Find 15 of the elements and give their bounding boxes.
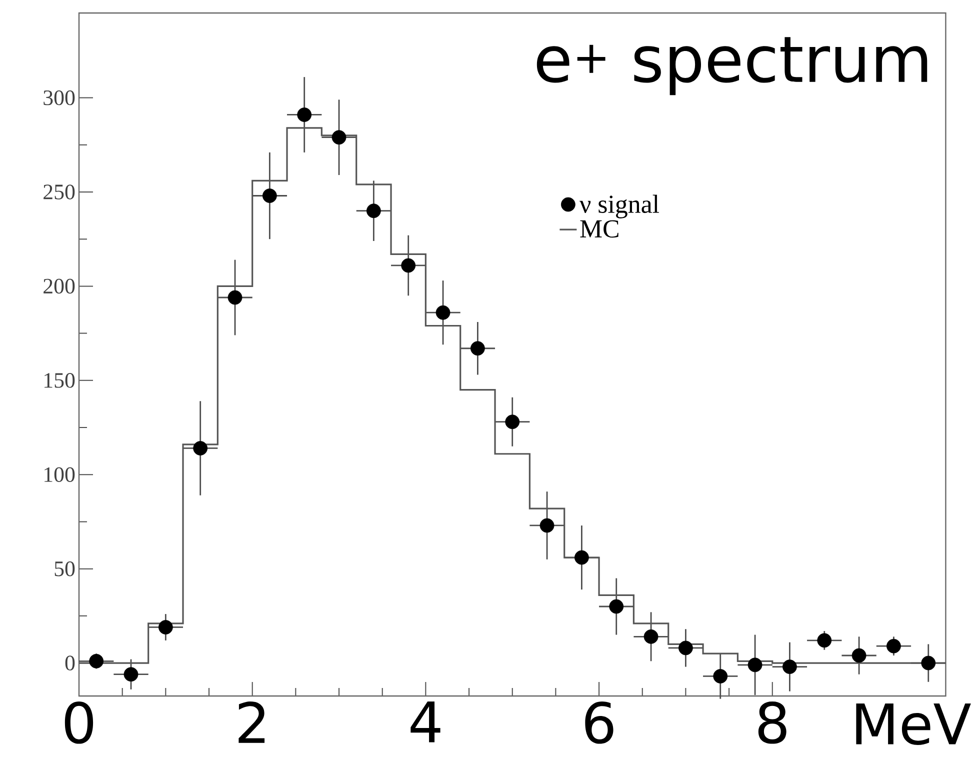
x-tick-label: 8: [758, 702, 786, 744]
y-tick-label: 50: [54, 561, 75, 576]
y-tick-label: 100: [44, 467, 75, 482]
y-tick-label: 250: [44, 184, 75, 200]
x-tick-label: 6: [585, 702, 614, 744]
x-axis-title: MeV: [856, 704, 971, 745]
x-tick-label: 4: [410, 702, 440, 742]
y-tick-label: 300: [44, 90, 75, 106]
chart-title: e$^{+}$ spectrum: [536, 37, 928, 96]
y-tick-label: 150: [44, 373, 75, 388]
legend-label: MC: [580, 220, 618, 238]
y-tick-label: 0: [65, 656, 75, 670]
legend-label: ν signal: [580, 194, 659, 218]
y-tick-label: 200: [44, 278, 75, 294]
x-tick-label: 2: [238, 702, 265, 743]
